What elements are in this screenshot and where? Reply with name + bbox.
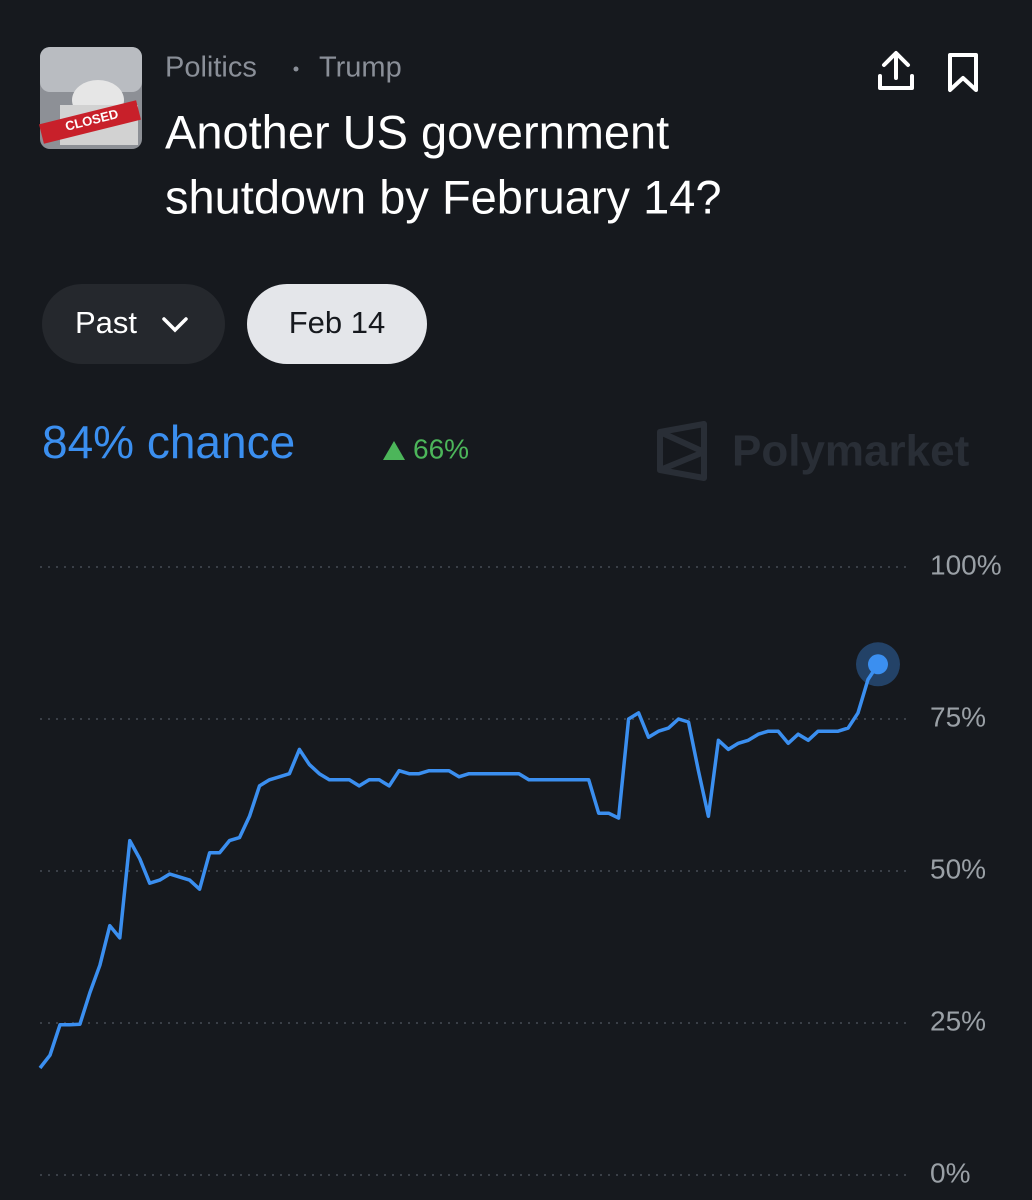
up-triangle: [383, 441, 405, 460]
icon-banner: [39, 100, 141, 144]
y-tick-label: 100%: [930, 549, 1002, 580]
separator: [293, 66, 299, 72]
date-button-bg: [247, 284, 427, 364]
category[interactable]: Politics: [165, 52, 257, 84]
y-tick-label: 50%: [930, 853, 986, 884]
market-icon: CLOSED: [39, 47, 142, 149]
past-button[interactable]: Past: [42, 284, 225, 364]
date-button[interactable]: Feb 14: [247, 284, 427, 364]
tag[interactable]: Trump: [319, 52, 402, 84]
bookmark-icon: [948, 53, 978, 92]
chevron: [162, 317, 188, 333]
past-label: Past: [75, 305, 137, 340]
brand: Polymarket: [732, 427, 970, 476]
end-dot: [868, 654, 888, 675]
chance: 84% chance: [42, 416, 295, 468]
icon-sky: [40, 47, 142, 92]
share-icon: [878, 51, 914, 90]
past-button-bg: [42, 284, 225, 364]
date-label: Feb 14: [289, 305, 386, 340]
y-tick-label: 75%: [930, 701, 986, 732]
change: 66%: [413, 433, 469, 464]
y-tick-label: 0%: [930, 1157, 970, 1188]
bookmark-button[interactable]: [948, 53, 978, 92]
price-line: [38, 663, 880, 1070]
logo-icon: [657, 421, 707, 481]
title: shutdown by February 14?: [165, 170, 722, 223]
share-button[interactable]: [878, 51, 914, 90]
y-tick-label: 25%: [930, 1005, 986, 1036]
polymarket-logo: Polymarket: [657, 421, 970, 481]
title: Another US government: [165, 105, 669, 158]
